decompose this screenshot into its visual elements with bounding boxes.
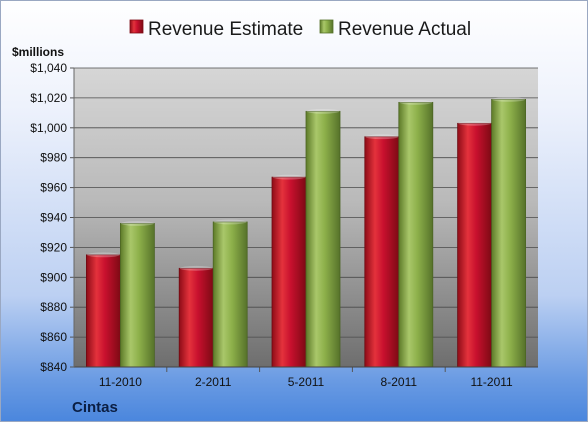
bar-revenue-actual: [491, 98, 527, 368]
y-tick-label: $1,020: [30, 91, 67, 105]
legend-label-estimate: Revenue Estimate: [148, 19, 303, 40]
y-tick-label: $840: [40, 360, 67, 374]
bars: [86, 96, 527, 368]
bar-revenue-estimate: [178, 267, 214, 368]
x-tick-label: 2-2011: [195, 375, 232, 389]
legend-swatch-estimate: [129, 19, 144, 34]
x-tick-label: 8-2011: [381, 375, 418, 389]
y-tick-label: $1,000: [30, 121, 67, 135]
bar-top-highlight: [120, 221, 154, 226]
y-tick-label: $980: [40, 151, 67, 165]
legend-swatch-actual: [319, 19, 334, 34]
bar-revenue-estimate: [86, 254, 121, 368]
bar-top-highlight: [365, 134, 399, 140]
y-tick-label: $940: [40, 211, 67, 225]
bar-revenue-actual: [398, 101, 434, 368]
y-tick-label: $1,040: [30, 61, 67, 75]
company-name: Cintas: [72, 399, 118, 416]
x-tick-label: 11-2011: [470, 375, 513, 389]
bar-top-highlight: [458, 120, 492, 126]
bar-revenue-actual: [120, 223, 155, 368]
bar-top-highlight: [492, 96, 526, 102]
bar-top-highlight: [213, 219, 247, 225]
bar-revenue-actual: [212, 221, 248, 368]
x-tick-label: 11-2010: [99, 375, 142, 389]
bar-top-highlight: [272, 174, 306, 180]
bar-revenue-actual: [305, 110, 341, 368]
bar-revenue-estimate: [271, 176, 307, 368]
bar-top-highlight: [86, 252, 120, 258]
legend-label-actual: Revenue Actual: [338, 19, 471, 40]
bar-top-highlight: [179, 265, 213, 271]
bar-top-highlight: [306, 108, 340, 114]
bar-revenue-estimate: [364, 136, 400, 368]
bar-top-highlight: [399, 99, 433, 105]
y-tick-label: $900: [40, 270, 67, 284]
legend: Revenue Estimate Revenue Actual: [129, 19, 471, 40]
x-axis-ticks: 11-2010 2-2011 5-2011 8-2011 11-2011: [99, 367, 513, 389]
y-tick-label: $960: [40, 181, 67, 195]
y-tick-label: $920: [40, 240, 67, 254]
y-tick-label: $860: [40, 330, 67, 344]
x-tick-label: 5-2011: [288, 375, 325, 389]
y-tick-label: $880: [40, 300, 67, 314]
bar-revenue-estimate: [457, 122, 493, 368]
y-axis-ticks: $840 $860 $880 $900 $920 $940 $960 $980 $1,000 $1…: [30, 61, 74, 374]
y-axis-unit-label: $millions: [12, 45, 64, 59]
